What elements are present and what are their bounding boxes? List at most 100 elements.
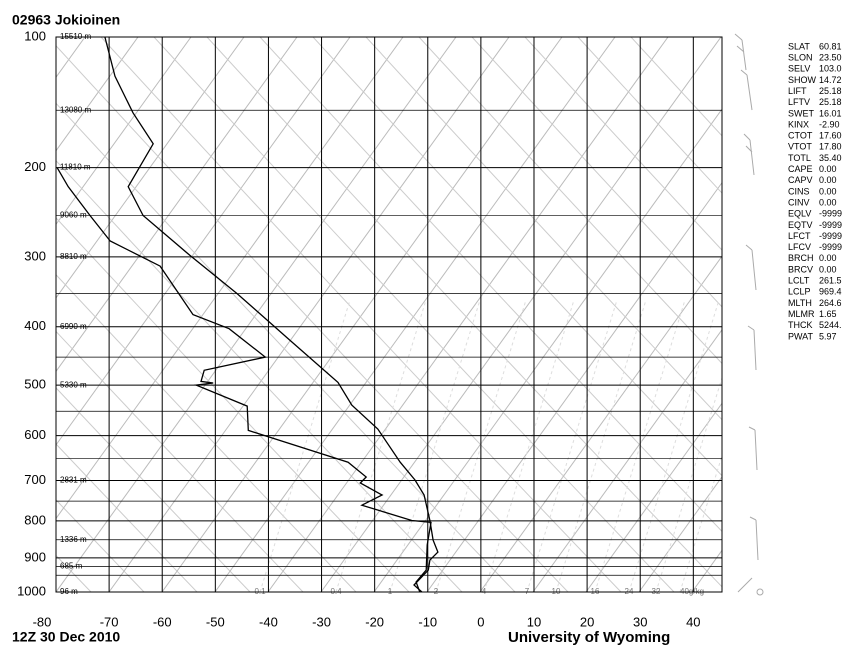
stat-name: BRCH [788, 253, 814, 263]
stat-value: 103.0 [819, 64, 842, 74]
dry-adiabat [153, 37, 675, 592]
stat-name: CAPE [788, 164, 813, 174]
isotherm [161, 37, 563, 592]
x-tick-label: 10 [527, 614, 541, 629]
dry-adiabat [56, 159, 463, 592]
height-label: 5330 m [60, 380, 87, 389]
isotherm [638, 475, 722, 592]
stat-value: 5244. [819, 320, 842, 330]
x-tick-label: 0 [477, 614, 484, 629]
height-label: 6990 m [60, 322, 87, 331]
stat-name: CINS [788, 186, 810, 196]
stat-name: LCLT [788, 276, 810, 286]
dry-adiabat [56, 102, 516, 592]
isotherm [373, 108, 722, 592]
x-tick-label: -40 [259, 614, 278, 629]
isotherm [426, 181, 722, 592]
isotherm [214, 37, 616, 592]
x-tick-label: -30 [312, 614, 331, 629]
dry-adiabat [206, 37, 722, 588]
y-tick-label: 200 [24, 159, 46, 174]
stat-value: 5.97 [819, 331, 837, 341]
stat-value: 261.5 [819, 276, 842, 286]
stat-name: CINV [788, 197, 810, 207]
isotherm [267, 37, 669, 592]
stat-name: EQTV [788, 220, 813, 230]
isotherm [0, 37, 32, 592]
barb [734, 33, 747, 71]
stat-value: -9999 [819, 220, 842, 230]
mixing-ratio-line [389, 299, 481, 592]
mixing-ratio-line [555, 299, 647, 592]
dry-adiabat [56, 217, 410, 592]
x-tick-label: 30 [633, 614, 647, 629]
height-label: 1336 m [60, 535, 87, 544]
stat-name: MLTH [788, 298, 812, 308]
dry-adiabat [418, 37, 722, 365]
barb [743, 133, 755, 176]
height-label: 11810 m [60, 163, 91, 172]
background-lines [0, 37, 722, 592]
dry-adiabat [577, 37, 722, 194]
stat-name: KINX [788, 119, 809, 129]
stat-value: 0.00 [819, 197, 837, 207]
dry-adiabat [471, 37, 722, 308]
stat-value: 60.81 [819, 41, 842, 51]
barb [749, 516, 759, 561]
y-tick-label: 1000 [17, 583, 46, 598]
barb [737, 577, 753, 593]
dry-adiabat [100, 37, 622, 592]
stat-name: CAPV [788, 175, 813, 185]
labels: 0.1 0.4 1 2 4 7 10 16 24 32 40g/kg-80 -70 -60 -50 -40-… [17, 28, 704, 629]
isotherm [108, 37, 510, 592]
mixing-ratio-line [483, 299, 575, 592]
y-tick-label: 500 [24, 377, 46, 392]
dry-adiabat [56, 44, 569, 592]
barb [747, 325, 757, 371]
x-tick-label: -60 [153, 614, 172, 629]
dry-adiabat [56, 330, 304, 592]
stat-value: 0.00 [819, 175, 837, 185]
chart-title: 02963 Jokioinen [12, 12, 120, 28]
stat-name: SLON [788, 53, 813, 63]
dry-adiabat [312, 37, 722, 477]
stat-name: SHOW [788, 75, 817, 85]
stat-name: SLAT [788, 41, 810, 51]
isotherm [532, 328, 722, 592]
footer-left: 12Z 30 Dec 2010 [12, 629, 120, 645]
stat-name: CTOT [788, 131, 813, 141]
barb [740, 69, 753, 111]
y-tick-label: 600 [24, 427, 46, 442]
mixing-ratio-line [526, 299, 618, 592]
stat-value: -9999 [819, 209, 842, 219]
dry-adiabat [524, 37, 722, 251]
isotherm [56, 37, 245, 299]
stat-value: 0.00 [819, 253, 837, 263]
stat-value: 264.6 [819, 298, 842, 308]
dry-adiabat [56, 274, 357, 592]
plot-frame [55, 36, 723, 593]
stat-value: -9999 [819, 242, 842, 252]
x-tick-label: 20 [580, 614, 594, 629]
stat-value: -2.90 [819, 119, 840, 129]
stat-value: 17.80 [819, 142, 842, 152]
dry-adiabat [56, 387, 251, 592]
stat-name: SELV [788, 64, 810, 74]
stat-value: 14.72 [819, 75, 842, 85]
footer-right: University of Wyoming [508, 629, 670, 646]
stat-name: PWAT [788, 331, 813, 341]
profile-line [56, 167, 432, 593]
isotherm [56, 37, 139, 152]
barb [745, 244, 757, 291]
height-label: 9060 m [60, 211, 87, 220]
isotherm [585, 402, 722, 592]
height-label: 13080 m [60, 105, 91, 114]
stat-name: VTOT [788, 142, 812, 152]
barb [748, 426, 758, 471]
stat-value: 0.00 [819, 164, 837, 174]
stat-value: 23.50 [819, 53, 842, 63]
dry-adiabat [0, 37, 38, 592]
y-tick-label: 100 [24, 28, 46, 43]
x-tick-label: -50 [206, 614, 225, 629]
